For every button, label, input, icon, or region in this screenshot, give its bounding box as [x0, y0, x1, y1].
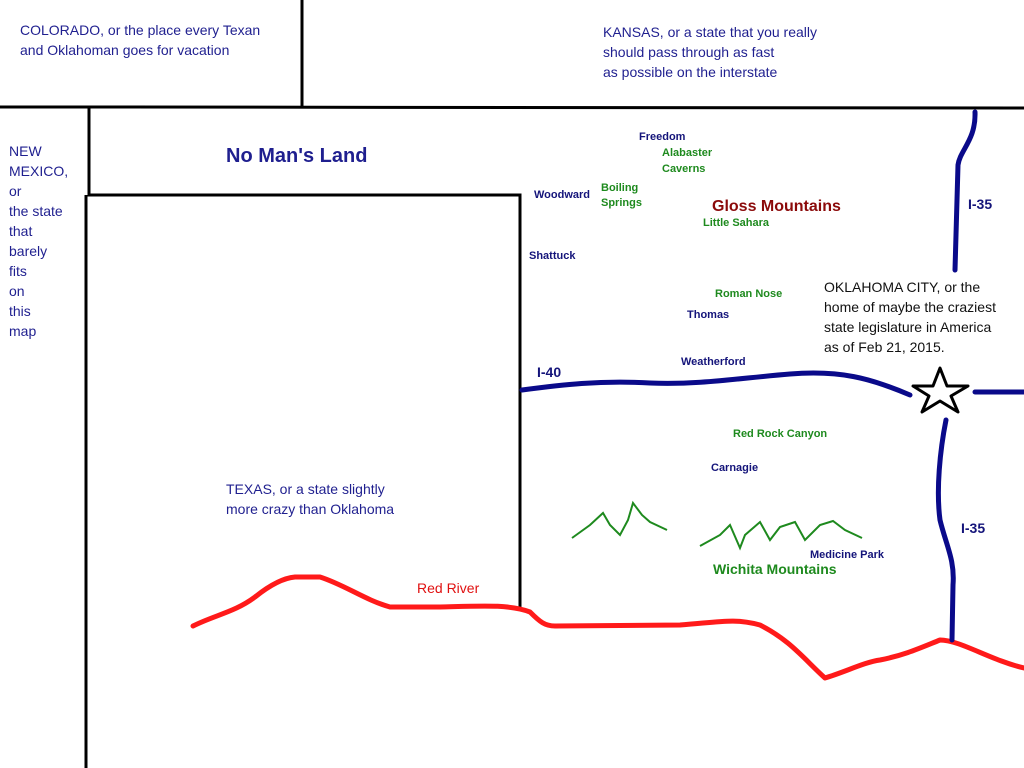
region-label: the state: [9, 203, 63, 219]
panhandle-border: [87, 108, 522, 607]
city-label: state legislature in America: [824, 319, 992, 335]
feature-label: Alabaster: [662, 147, 713, 159]
region-label: TEXAS, or a state slightly: [226, 481, 385, 497]
city-label: as of Feb 21, 2015.: [824, 339, 945, 355]
region-label: should pass through as fast: [603, 44, 774, 60]
region-label: KANSAS, or a state that you really: [603, 24, 817, 40]
gloss-mountain-drawing: [571, 500, 668, 539]
region-title: No Man's Land: [226, 145, 367, 167]
feature-label: Wichita Mountains: [713, 561, 837, 577]
region-label: more crazy than Oklahoma: [226, 501, 394, 517]
highway-label: I-35: [968, 196, 992, 212]
town-label: Weatherford: [681, 356, 746, 368]
region-label: and Oklahoman goes for vacation: [20, 42, 229, 58]
mountains: [571, 500, 863, 551]
region-label: that: [9, 223, 32, 239]
town-label: Freedom: [639, 131, 686, 143]
feature-label: Caverns: [662, 163, 705, 175]
i40-road: [519, 370, 913, 398]
town-label: Shattuck: [529, 250, 576, 262]
highway-label: I-35: [961, 520, 985, 536]
labels: COLORADO, or the place every Texan and Ok…: [9, 22, 996, 596]
feature-label: Little Sahara: [703, 217, 770, 229]
wichita-mountain-drawing: [699, 519, 863, 551]
town-label: Thomas: [687, 309, 729, 321]
region-label: this: [9, 303, 31, 319]
i35-south-road: [935, 417, 956, 643]
river-label: Red River: [417, 580, 480, 596]
region-label: MEXICO,: [9, 163, 68, 179]
town-label: Medicine Park: [810, 549, 885, 561]
region-label: as possible on the interstate: [603, 64, 778, 80]
feature-label: Roman Nose: [715, 288, 782, 300]
region-label: map: [9, 323, 36, 339]
town-label: Carnagie: [711, 462, 758, 474]
feature-label: Boiling: [601, 182, 638, 194]
feature-label: Red Rock Canyon: [733, 428, 827, 440]
region-label: fits: [9, 263, 27, 279]
kansas-border: [0, 105, 1024, 110]
feature-label: Gloss Mountains: [712, 198, 841, 215]
region-label: NEW: [9, 143, 42, 159]
highway-label: I-40: [537, 364, 561, 380]
region-label: COLORADO, or the place every Texan: [20, 22, 260, 38]
feature-label: Springs: [601, 197, 642, 209]
city-label: OKLAHOMA CITY, or the: [824, 279, 980, 295]
region-label: or: [9, 183, 22, 199]
region-label: barely: [9, 243, 47, 259]
region-label: on: [9, 283, 25, 299]
town-label: Woodward: [534, 189, 590, 201]
red-river-line: [190, 574, 1024, 681]
city-label: home of maybe the craziest: [824, 299, 996, 315]
highways: [519, 109, 1024, 643]
okc-star: [911, 366, 970, 414]
i35-north-road: [952, 109, 978, 273]
